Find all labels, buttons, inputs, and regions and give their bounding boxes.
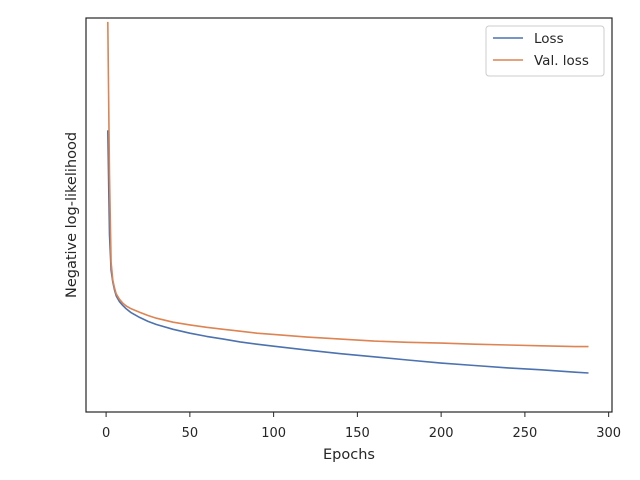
x-axis-ticks: 0 50 100 150 200 250 300 — [102, 412, 621, 441]
x-tick-label: 300 — [596, 426, 621, 441]
legend-label-val-loss: Val. loss — [534, 53, 589, 69]
x-axis-label: Epochs — [323, 447, 375, 463]
x-tick-label: 100 — [261, 426, 286, 441]
x-tick-label: 250 — [512, 426, 537, 441]
series-line-loss — [107, 130, 589, 374]
y-axis-label: Negative log-likelihood — [64, 132, 80, 298]
x-tick-label: 150 — [345, 426, 370, 441]
plot-frame — [85, 17, 613, 413]
series-layer — [107, 21, 589, 374]
series-line-val-loss — [107, 21, 589, 348]
legend-label-loss: Loss — [534, 31, 564, 47]
x-tick-label: 50 — [182, 426, 199, 441]
x-tick-label: 0 — [102, 426, 110, 441]
legend: Loss Val. loss — [485, 25, 605, 77]
x-tick-label: 200 — [429, 426, 454, 441]
